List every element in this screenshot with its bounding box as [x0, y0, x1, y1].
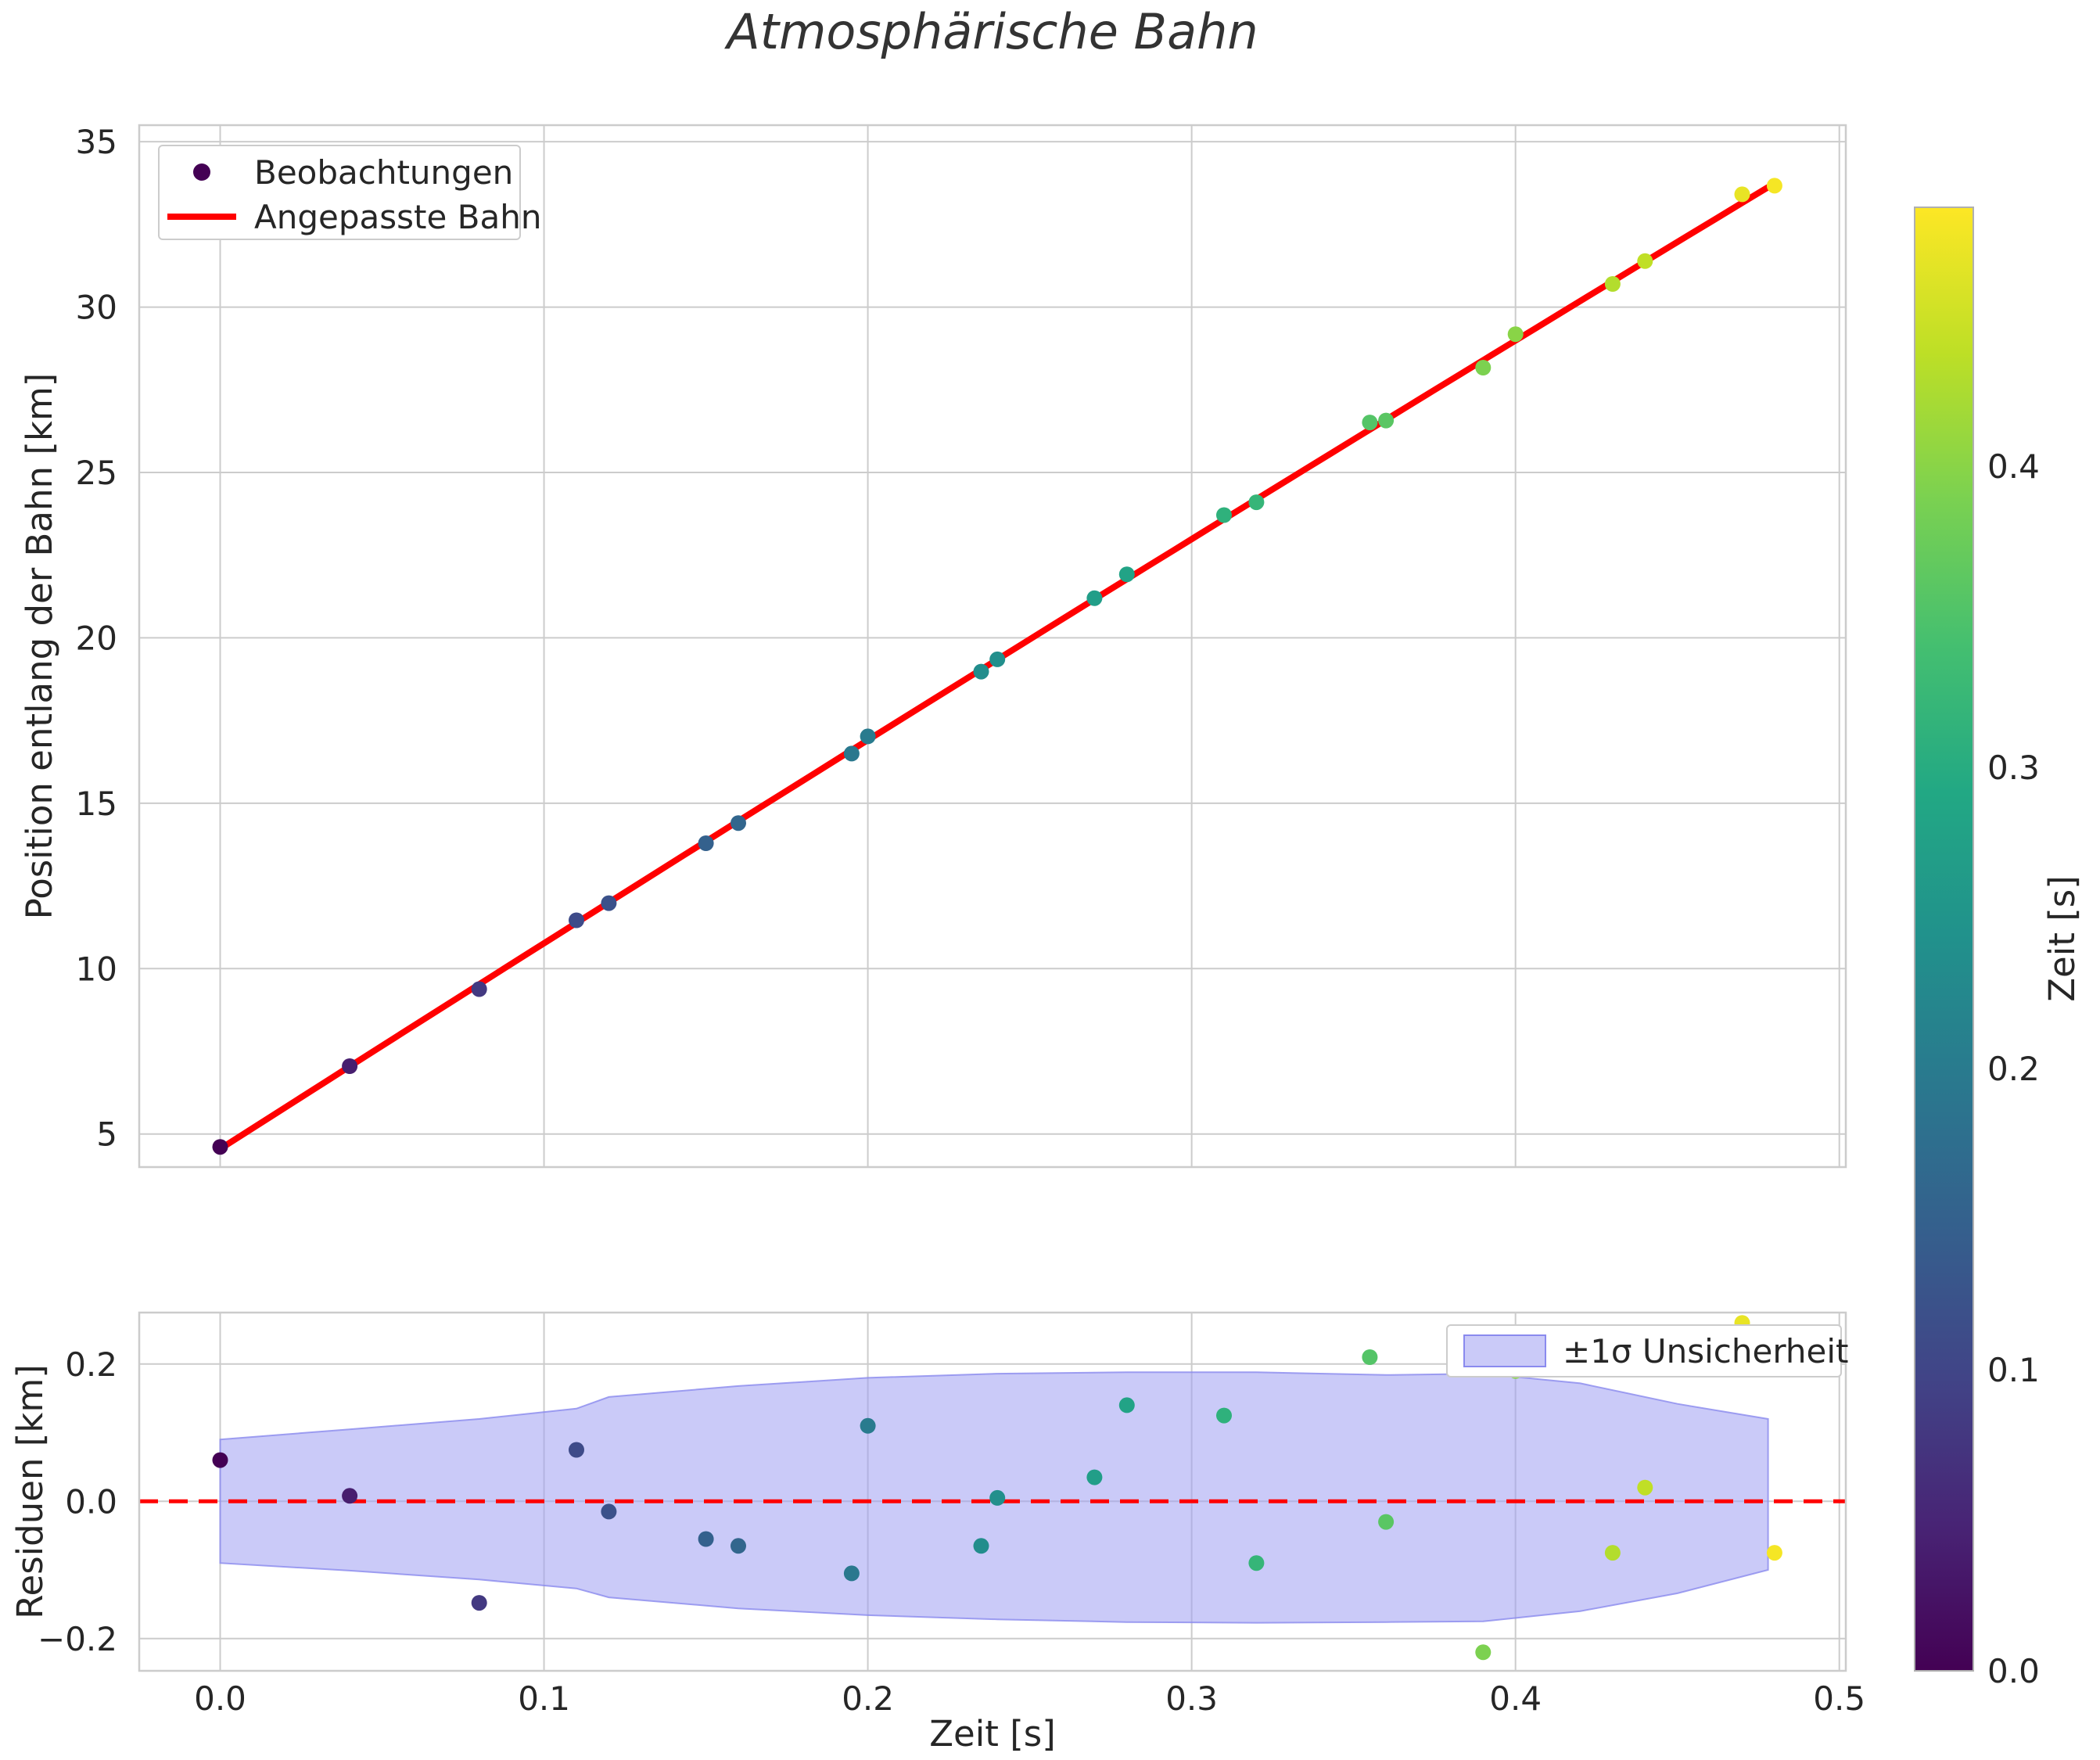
data-point — [973, 1538, 989, 1554]
x-axis-label: Zeit [s] — [929, 1713, 1056, 1755]
y-tick-label: 30 — [76, 289, 117, 327]
top-grid — [139, 125, 1846, 1167]
x-tick-label: 0.0 — [194, 1679, 246, 1718]
data-point — [1637, 1479, 1653, 1496]
top-plot: 5 10 15 20 25 30 35 Beobachtungen Angepasste Bah… — [76, 123, 1847, 1169]
y-tick-label: −0.2 — [38, 1620, 117, 1658]
data-point — [1604, 1545, 1621, 1561]
data-point — [1086, 590, 1103, 606]
y-tick-label: 10 — [76, 950, 117, 988]
observations-scatter — [212, 178, 1782, 1155]
residuals-scatter — [212, 1315, 1782, 1661]
colorbar-label: Zeit [s] — [2041, 875, 2083, 1002]
colorbar-tick-label: 0.2 — [1987, 1050, 2040, 1088]
x-tick-label: 0.5 — [1813, 1679, 1865, 1718]
bottom-plot: −0.2 0.0 0.2 0.0 0.1 0.2 0.3 0.4 0.5 ±1σ Unsicher… — [38, 1311, 1865, 1718]
legend-patch-marker — [1463, 1334, 1546, 1367]
legend: Beobachtungen Angepasste Bahn — [158, 145, 541, 240]
data-point — [989, 1489, 1006, 1506]
top-y-axis-label: Position entlang der Bahn [km] — [19, 373, 60, 920]
data-point — [1475, 360, 1492, 375]
data-point — [1507, 326, 1524, 343]
data-point — [698, 1531, 714, 1547]
x-tick-label: 0.3 — [1165, 1679, 1218, 1718]
data-point — [342, 1058, 358, 1074]
colorbar: 0.0 0.1 0.2 0.3 0.4 — [1914, 207, 2040, 1690]
legend-label: ±1σ Unsicherheit — [1563, 1332, 1848, 1370]
y-tick-label: 0.2 — [65, 1345, 117, 1384]
data-point — [1378, 412, 1395, 429]
data-point — [1766, 1545, 1782, 1561]
y-tick-label: 15 — [76, 785, 117, 823]
data-point — [843, 1565, 860, 1582]
colorbar-tick-label: 0.0 — [1987, 1652, 2040, 1690]
data-point — [1475, 1644, 1492, 1661]
data-point — [1248, 494, 1265, 511]
y-tick-label: 25 — [76, 454, 117, 492]
data-point — [989, 651, 1006, 667]
data-point — [973, 663, 989, 680]
legend-box — [158, 145, 521, 240]
data-point — [1604, 276, 1621, 292]
data-point — [471, 1595, 487, 1611]
data-point — [1362, 1349, 1378, 1365]
data-point — [1378, 1514, 1395, 1530]
data-point — [860, 728, 876, 745]
data-point — [601, 1503, 617, 1520]
data-point — [731, 1538, 746, 1554]
x-tick-label: 0.2 — [842, 1679, 894, 1718]
data-point — [1118, 566, 1135, 583]
data-point — [1362, 415, 1378, 431]
y-tick-label: 20 — [76, 619, 117, 657]
data-point — [698, 835, 714, 851]
data-point — [212, 1139, 228, 1155]
data-point — [1734, 186, 1750, 203]
colorbar-tick-label: 0.4 — [1987, 447, 2040, 486]
data-point — [1118, 1397, 1135, 1413]
y-tick-label: 5 — [96, 1115, 117, 1154]
data-point — [1766, 178, 1782, 194]
data-point — [731, 815, 746, 832]
x-tick-label: 0.4 — [1489, 1679, 1542, 1718]
data-point — [1248, 1555, 1265, 1571]
data-point — [569, 1442, 584, 1458]
data-point — [1216, 507, 1232, 523]
data-point — [569, 912, 584, 928]
y-tick-label: 35 — [76, 123, 117, 161]
data-point — [1637, 253, 1653, 269]
legend-dot-marker — [193, 163, 210, 181]
fitted-line — [217, 184, 1772, 1152]
figure-title: Atmosphärische Bahn — [723, 3, 1258, 60]
data-point — [843, 745, 860, 762]
legend-label: Beobachtungen — [254, 153, 513, 192]
colorbar-tick-label: 0.1 — [1987, 1351, 2040, 1389]
colorbar-tick-label: 0.3 — [1987, 749, 2040, 787]
colorbar-gradient — [1914, 207, 1974, 1672]
data-point — [471, 981, 487, 997]
y-tick-label: 0.0 — [65, 1482, 117, 1521]
data-point — [342, 1488, 358, 1504]
data-point — [212, 1452, 228, 1468]
legend-label: Angepasste Bahn — [254, 198, 541, 236]
top-spine — [138, 124, 1847, 1169]
data-point — [1086, 1469, 1103, 1485]
data-point — [860, 1417, 876, 1434]
bottom-y-axis-label: Residuen [km] — [9, 1364, 51, 1618]
legend: ±1σ Unsicherheit — [1446, 1324, 1848, 1377]
x-tick-label: 0.1 — [518, 1679, 570, 1718]
bottom-spine — [138, 1311, 1847, 1672]
data-point — [601, 895, 617, 911]
data-point — [1216, 1407, 1232, 1424]
